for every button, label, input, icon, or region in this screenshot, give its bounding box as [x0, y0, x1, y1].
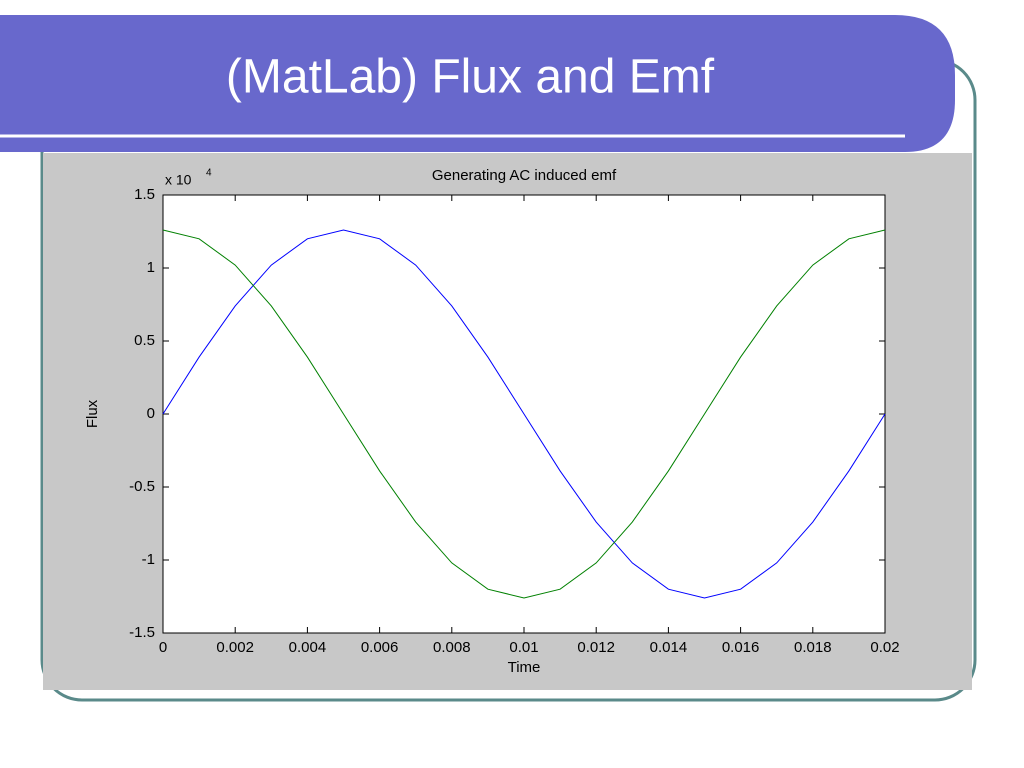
series-line [162, 229, 886, 599]
chart-title: Generating AC induced emf [432, 167, 617, 184]
y-tick-label: 0 [147, 405, 155, 422]
x-tick-label: 0 [159, 639, 167, 656]
x-tick-label: 0.002 [216, 639, 254, 656]
y-tick-label: -0.5 [129, 478, 155, 495]
x-tick-label: 0.012 [577, 639, 615, 656]
y-tick-label: 1.5 [134, 186, 155, 203]
y-tick-label: -1 [142, 551, 155, 568]
x-tick-label: 0.02 [870, 639, 899, 656]
y-tick-label: 0.5 [134, 332, 155, 349]
y-tick-label: 1 [147, 259, 155, 276]
x-tick-label: 0.008 [433, 639, 471, 656]
x-tick-label: 0.004 [289, 639, 327, 656]
slide-title: (MatLab) Flux and Emf [226, 51, 715, 104]
x-tick-label: 0.018 [794, 639, 832, 656]
series-line [162, 229, 886, 599]
x-tick-label: 0.006 [361, 639, 399, 656]
x-axis-label: Time [508, 659, 541, 676]
x-tick-label: 0.016 [722, 639, 760, 656]
y-multiplier: x 10 [165, 172, 192, 188]
y-exponent: 4 [206, 168, 212, 179]
x-tick-label: 0.014 [650, 639, 688, 656]
y-tick-label: -1.5 [129, 624, 155, 641]
x-tick-label: 0.01 [509, 639, 538, 656]
title-banner [0, 15, 955, 152]
y-axis-label: Flux [84, 399, 101, 428]
